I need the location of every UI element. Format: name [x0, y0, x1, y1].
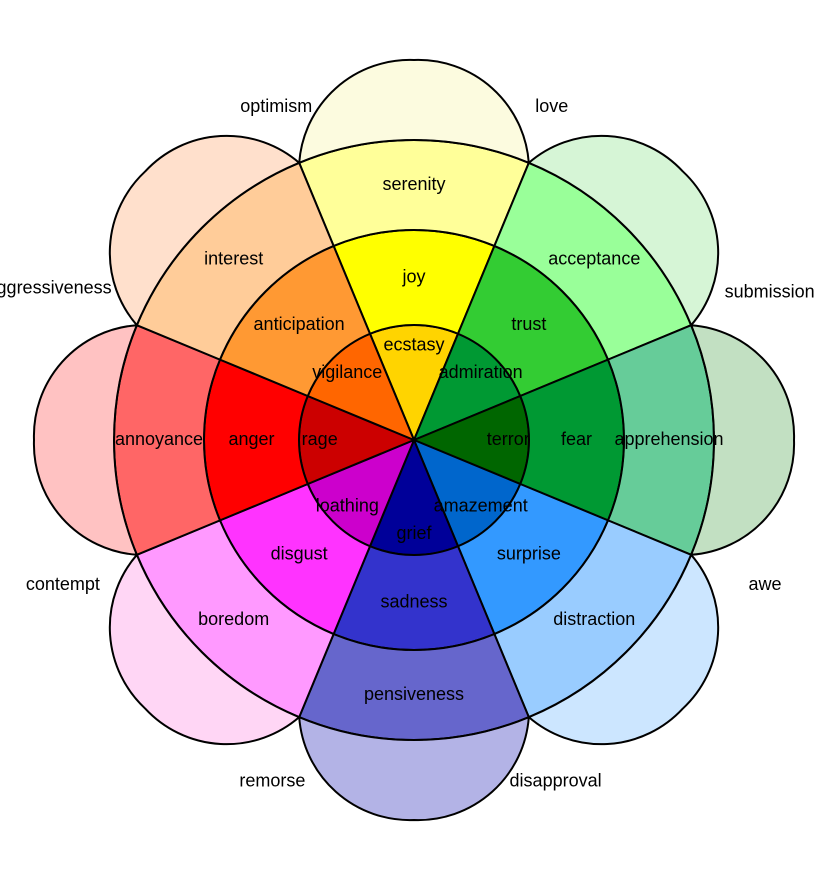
- label-joy-middle: joy: [401, 266, 425, 286]
- dyad-label-disapproval: disapproval: [510, 771, 602, 791]
- label-fear-outer: apprehension: [614, 429, 723, 449]
- dyad-label-awe: awe: [749, 574, 782, 594]
- label-anger-inner: rage: [302, 429, 338, 449]
- dyad-label-remorse: remorse: [239, 771, 305, 791]
- label-disgust-middle: disgust: [271, 544, 328, 564]
- label-anger-middle: anger: [228, 429, 274, 449]
- label-surprise-outer: distraction: [553, 609, 635, 629]
- label-anger-outer: annoyance: [115, 429, 203, 449]
- label-joy-inner: ecstasy: [383, 334, 444, 354]
- dyad-label-aggressiveness: aggressiveness: [0, 278, 112, 298]
- dyad-label-optimism: optimism: [240, 96, 312, 116]
- label-anticipation-middle: anticipation: [254, 314, 345, 334]
- label-sadness-inner: grief: [396, 523, 432, 543]
- label-fear-inner: terror: [487, 429, 530, 449]
- label-trust-middle: trust: [511, 314, 546, 334]
- label-disgust-inner: loathing: [316, 495, 379, 515]
- label-anticipation-inner: vigilance: [312, 362, 382, 382]
- dyad-label-contempt: contempt: [26, 574, 100, 594]
- label-surprise-inner: amazement: [434, 495, 528, 515]
- label-joy-outer: serenity: [382, 174, 445, 194]
- dyad-label-love: love: [535, 96, 568, 116]
- label-anticipation-outer: interest: [204, 248, 263, 268]
- label-trust-outer: acceptance: [548, 248, 640, 268]
- label-sadness-outer: pensiveness: [364, 684, 464, 704]
- label-disgust-outer: boredom: [198, 609, 269, 629]
- emotion-wheel: ecstasy joy serenity admiration trust accepta…: [0, 0, 828, 870]
- dyad-label-submission: submission: [725, 281, 815, 301]
- label-fear-middle: fear: [561, 429, 592, 449]
- label-trust-inner: admiration: [439, 362, 523, 382]
- label-surprise-middle: surprise: [497, 544, 561, 564]
- label-sadness-middle: sadness: [380, 591, 447, 611]
